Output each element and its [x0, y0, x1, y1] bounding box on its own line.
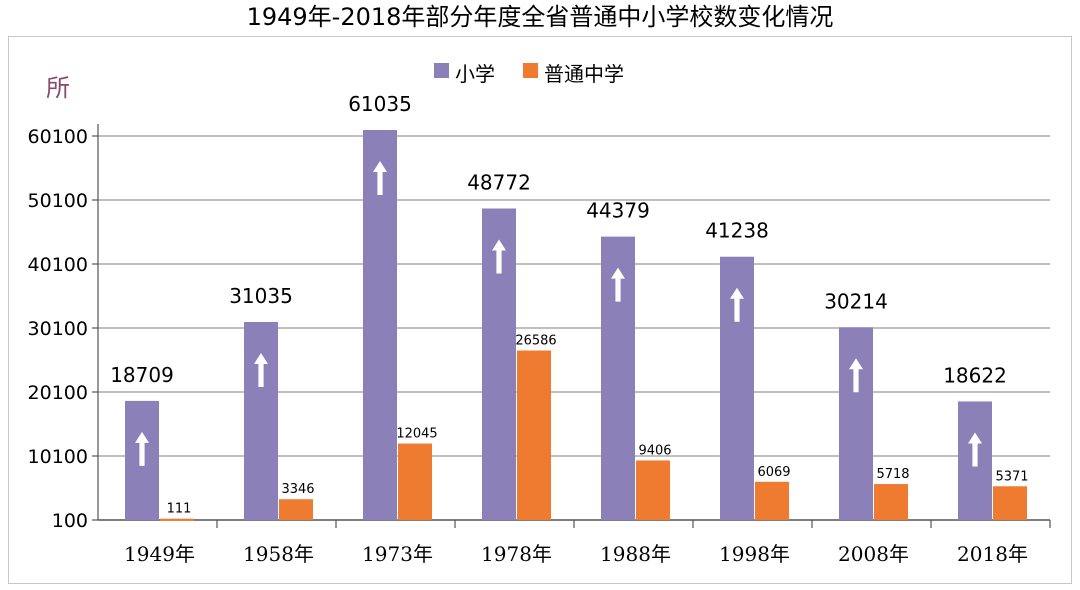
- x-tick-label: 1988年: [600, 542, 671, 566]
- chart-title: 1949年-2018年部分年度全省普通中小学校数变化情况: [246, 3, 834, 31]
- chart-frame: [8, 36, 1072, 584]
- y-tick-label: 40100: [28, 254, 88, 276]
- x-tick-label: 2018年: [957, 542, 1028, 566]
- bar-secondary: [755, 481, 789, 520]
- bar-secondary: [636, 460, 670, 520]
- axes: 100 10100 20100 30100 40100 50100 60100 1949年 19…: [28, 124, 1051, 566]
- data-label-primary: 41238: [705, 219, 769, 243]
- data-label-primary: 31035: [229, 284, 293, 308]
- bar-primary: [244, 322, 278, 520]
- x-tick-label: 1958年: [243, 542, 314, 566]
- y-axis-unit: 所: [46, 74, 70, 102]
- x-tick-label: 2008年: [838, 542, 909, 566]
- y-tick-label: 30100: [28, 318, 88, 340]
- legend-label-primary: 小学: [455, 62, 495, 86]
- data-label-secondary: 6069: [757, 465, 790, 480]
- data-label-secondary: 5371: [995, 469, 1028, 484]
- x-tick-label: 1978年: [481, 542, 552, 566]
- y-tick-label: 20100: [28, 382, 88, 404]
- legend-swatch-primary: [434, 63, 449, 78]
- bar-secondary: [517, 350, 551, 520]
- data-label-secondary: 111: [167, 502, 192, 517]
- y-tick-label: 100: [52, 510, 88, 532]
- x-tick-label: 1998年: [719, 542, 790, 566]
- data-label-primary: 18709: [110, 363, 174, 387]
- data-label-primary: 48772: [467, 170, 531, 194]
- y-tick-label: 50100: [28, 190, 88, 212]
- bar-secondary: [398, 443, 432, 520]
- bar-secondary: [160, 518, 194, 521]
- bars: [125, 130, 1027, 521]
- data-label-primary: 18622: [943, 363, 1007, 387]
- data-label-secondary: 9406: [638, 443, 671, 458]
- data-label-secondary: 3346: [281, 482, 314, 497]
- data-labels: 18709 111 31035 3346 61035 12045 48772 26586 443…: [110, 92, 1028, 517]
- data-label-secondary: 26586: [515, 333, 556, 348]
- y-tick-label: 60100: [28, 126, 88, 148]
- y-tick-label: 10100: [28, 446, 88, 468]
- x-tick-label: 1949年: [124, 542, 195, 566]
- bar-secondary: [993, 486, 1027, 520]
- data-label-primary: 44379: [586, 199, 650, 223]
- data-label-secondary: 5718: [876, 467, 909, 482]
- bar-secondary: [279, 499, 313, 520]
- x-tick-label: 1973年: [362, 542, 433, 566]
- bar-primary: [839, 327, 873, 520]
- gridlines: [98, 135, 1050, 521]
- data-label-secondary: 12045: [396, 427, 437, 442]
- legend: 小学 普通中学: [434, 62, 624, 86]
- data-label-primary: 61035: [348, 92, 412, 116]
- legend-label-secondary: 普通中学: [544, 62, 624, 86]
- bar-secondary: [874, 484, 908, 520]
- legend-swatch-secondary: [523, 63, 538, 78]
- data-label-primary: 30214: [824, 289, 888, 313]
